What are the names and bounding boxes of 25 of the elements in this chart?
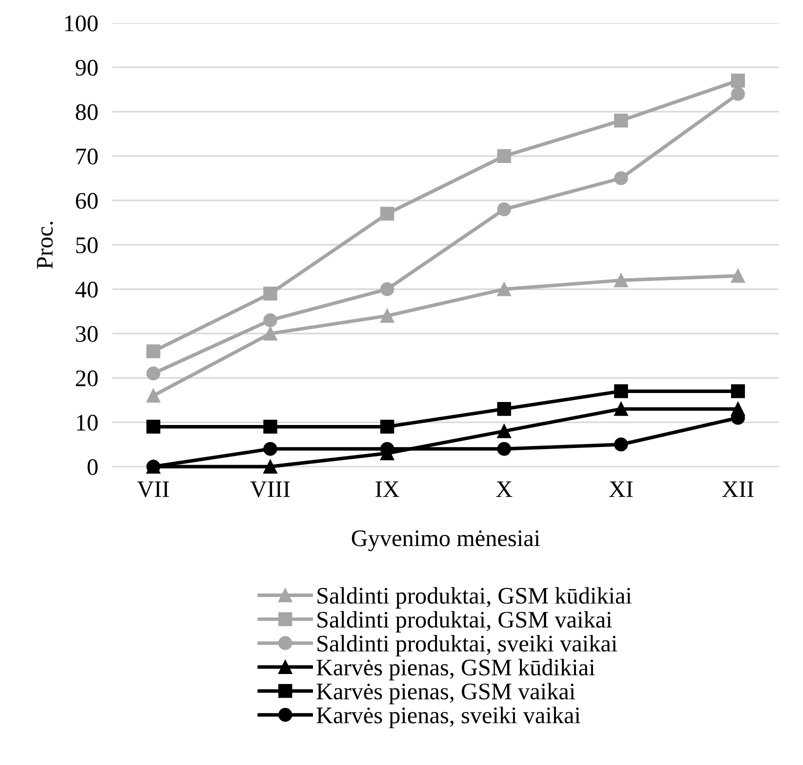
y-tick-label: 100 <box>65 15 98 32</box>
y-tick-label: 60 <box>76 192 98 209</box>
x-tick-label: VIII <box>250 481 290 498</box>
y-tick-label: 10 <box>76 414 98 431</box>
x-tick-label: X <box>496 481 512 497</box>
x-tick-label: XII <box>722 481 754 497</box>
legend-label: Saldinti produktai, GSM vaikai <box>318 611 612 632</box>
legend-label: Karvės pienas, sveiki vaikai <box>316 706 580 728</box>
y-tick-label: 0 <box>88 459 98 476</box>
y-tick-label: 40 <box>75 282 98 298</box>
y-tick-label: 70 <box>76 148 98 164</box>
y-axis-title: Proc. <box>37 222 53 269</box>
legend-label: Saldinti produktai, GSM kūdikiai <box>318 587 632 609</box>
y-tick-label: 80 <box>76 104 98 120</box>
x-axis-title: Gyvenimo mėnesiai <box>352 530 540 552</box>
y-tick-label: 90 <box>76 60 98 76</box>
x-tick-label: VII <box>137 481 169 498</box>
y-tick-label: 20 <box>76 370 98 386</box>
legend-label: Karvės pienas, GSM vaikai <box>316 682 576 704</box>
legend-label: Karvės pienas, GSM kūdikiai <box>316 658 595 680</box>
x-tick-label: XI <box>609 481 633 497</box>
x-tick-label: IX <box>376 481 400 497</box>
legend-label: Saldinti produktai, sveiki vaikai <box>318 635 618 656</box>
y-tick-label: 30 <box>76 326 98 342</box>
y-tick-label: 50 <box>76 237 98 254</box>
